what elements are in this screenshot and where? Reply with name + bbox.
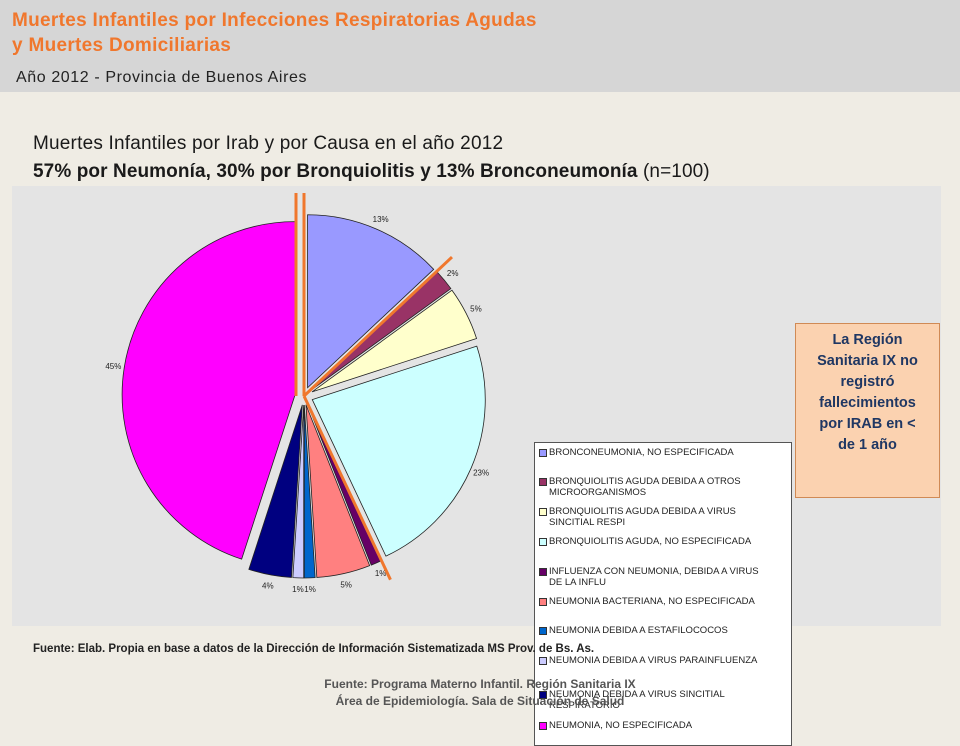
legend-swatch bbox=[539, 722, 547, 730]
footer-line1: Fuente: Programa Materno Infantil. Regió… bbox=[324, 677, 636, 691]
pie-slice bbox=[248, 404, 303, 578]
legend-swatch bbox=[539, 691, 547, 699]
legend-item: NEUMONIA DEBIDA A VIRUS PARAINFLUENZA bbox=[539, 655, 789, 666]
legend-swatch bbox=[539, 627, 547, 635]
legend-label: DE LA INFLU bbox=[549, 577, 607, 588]
legend-swatch bbox=[539, 538, 547, 546]
legend-item: NEUMONIA DEBIDA A ESTAFILOCOCOS bbox=[539, 625, 789, 636]
legend-label: RESPIRATORIO bbox=[549, 700, 620, 711]
callout-line: fallecimientos bbox=[819, 395, 916, 411]
pie-slice bbox=[307, 214, 435, 389]
pie-data-label: 13% bbox=[373, 215, 389, 224]
legend-item: INFLUENZA CON NEUMONIA, DEBIDA A VIRUS DE… bbox=[539, 566, 789, 588]
legend-swatch bbox=[539, 598, 547, 606]
chart-subtitle-n: (n=100) bbox=[637, 161, 710, 182]
page-title-line1: Muertes Infantiles por Infecciones Respi… bbox=[12, 10, 537, 31]
legend-item: BRONQUIOLITIS AGUDA DEBIDA A OTROS MICROO… bbox=[539, 476, 789, 498]
callout-line: registró bbox=[840, 374, 895, 390]
pie-data-label: 1% bbox=[292, 585, 304, 594]
page-title: Muertes Infantiles por Infecciones Respi… bbox=[12, 8, 537, 58]
legend-label: NEUMONIA DEBIDA A VIRUS SINCITIAL bbox=[549, 689, 725, 700]
callout-line: Sanitaria IX no bbox=[817, 353, 918, 369]
footer-line2: Área de Epidemiología. Sala de Situación… bbox=[335, 694, 625, 708]
legend-label: NEUMONIA DEBIDA A ESTAFILOCOCOS bbox=[549, 625, 728, 636]
legend-item: BRONQUIOLITIS AGUDA, NO ESPECIFICADA bbox=[539, 536, 789, 547]
pie-chart: 13%2%5%23%1%5%1%1%4%45% bbox=[105, 193, 489, 594]
header-bar: Muertes Infantiles por Infecciones Respi… bbox=[0, 0, 960, 92]
legend-label: BRONCONEUMONIA, NO ESPECIFICADA bbox=[549, 447, 734, 458]
group-separator-line bbox=[302, 395, 392, 581]
legend-label: SINCITIAL RESPI bbox=[549, 517, 626, 528]
footer: Fuente: Programa Materno Infantil. Regió… bbox=[0, 676, 960, 710]
legend-item: NEUMONIA BACTERIANA, NO ESPECIFICADA bbox=[539, 596, 789, 607]
pie-data-label: 1% bbox=[375, 569, 387, 578]
legend-swatch bbox=[539, 449, 547, 457]
chart-title: Muertes Infantiles por Irab y por Causa … bbox=[33, 133, 504, 154]
pie-data-label: 5% bbox=[340, 580, 352, 589]
pie-slice bbox=[303, 404, 316, 579]
callout-line: por IRAB en < bbox=[819, 416, 916, 432]
pie-data-label: 23% bbox=[473, 469, 489, 478]
pie-slice bbox=[121, 221, 296, 560]
source-note: Fuente: Elab. Propia en base a datos de … bbox=[33, 643, 595, 655]
callout-line: La Región bbox=[832, 332, 903, 348]
pie-slice bbox=[311, 289, 478, 393]
pie-slice bbox=[311, 345, 486, 557]
legend-label: BRONQUIOLITIS AGUDA DEBIDA A OTROS bbox=[549, 476, 741, 487]
pie-data-label: 1% bbox=[304, 585, 316, 594]
chart-legend: BRONCONEUMONIA, NO ESPECIFICADA BRONQUIOL… bbox=[534, 442, 792, 746]
legend-item: BRONCONEUMONIA, NO ESPECIFICADA bbox=[539, 447, 789, 458]
legend-item: NEUMONIA DEBIDA A VIRUS SINCITIAL RESPIRA… bbox=[539, 689, 789, 711]
pie-data-label: 5% bbox=[470, 304, 482, 313]
legend-swatch bbox=[539, 568, 547, 576]
group-separator-line bbox=[302, 255, 454, 398]
callout-line: de 1 año bbox=[838, 437, 897, 453]
legend-label: MICROORGANISMOS bbox=[549, 487, 647, 498]
legend-swatch bbox=[539, 508, 547, 516]
chart-subtitle: 57% por Neumonía, 30% por Bronquiolitis … bbox=[33, 161, 710, 183]
page-subtitle: Año 2012 - Provincia de Buenos Aires bbox=[16, 69, 308, 86]
chart-subtitle-bold: 57% por Neumonía, 30% por Bronquiolitis … bbox=[33, 161, 638, 182]
legend-item: BRONQUIOLITIS AGUDA DEBIDA A VIRUS SINCIT… bbox=[539, 506, 789, 528]
legend-label: NEUMONIA, NO ESPECIFICADA bbox=[549, 720, 693, 731]
legend-label: NEUMONIA DEBIDA A VIRUS PARAINFLUENZA bbox=[549, 655, 758, 666]
pie-slice bbox=[292, 404, 305, 579]
pie-data-label: 2% bbox=[447, 269, 459, 278]
legend-label: BRONQUIOLITIS AGUDA DEBIDA A VIRUS bbox=[549, 506, 736, 517]
callout-box: La Región Sanitaria IX no registró fallecim… bbox=[795, 323, 940, 498]
legend-swatch bbox=[539, 657, 547, 665]
chart-panel: 13% 2% 5% 23% 1% 5% 1% 1% 4% 45% BRONCONEUMONIA, … bbox=[12, 186, 941, 746]
legend-label: INFLUENZA CON NEUMONIA, DEBIDA A VIRUS bbox=[549, 566, 759, 577]
legend-label: NEUMONIA BACTERIANA, NO ESPECIFICADA bbox=[549, 596, 755, 607]
legend-item: NEUMONIA, NO ESPECIFICADA bbox=[539, 720, 789, 731]
page-title-line2: y Muertes Domiciliarias bbox=[12, 35, 232, 56]
legend-swatch bbox=[539, 478, 547, 486]
legend-label: BRONQUIOLITIS AGUDA, NO ESPECIFICADA bbox=[549, 536, 752, 547]
pie-data-label: 4% bbox=[262, 582, 274, 591]
pie-data-label: 45% bbox=[105, 362, 121, 371]
pie-slice bbox=[305, 404, 371, 578]
